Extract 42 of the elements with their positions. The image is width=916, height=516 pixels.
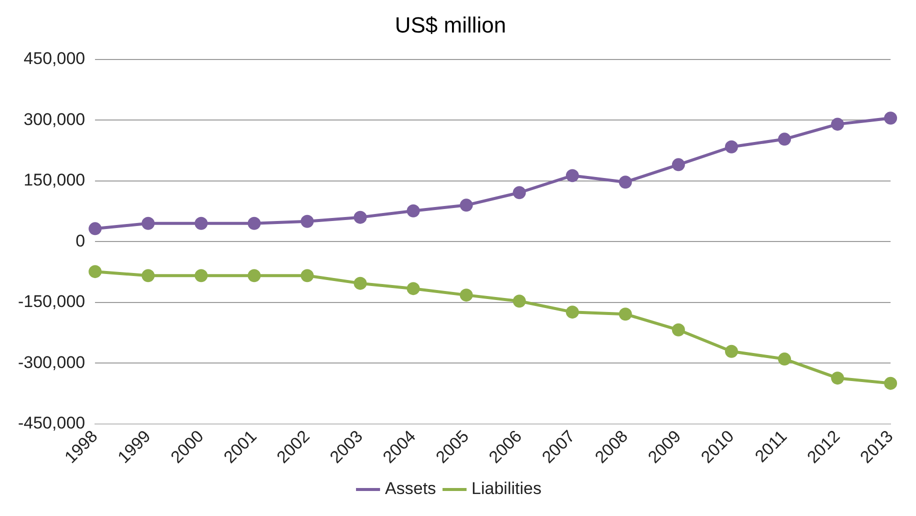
- point: [460, 288, 473, 302]
- point: [778, 132, 792, 146]
- chart-title: US$ million: [394, 12, 506, 38]
- point: [354, 210, 367, 224]
- point: [88, 222, 102, 236]
- point: [618, 308, 632, 321]
- point: [724, 344, 738, 358]
- y-tick-label: 300,000: [24, 110, 86, 129]
- y-tick-label: 0: [76, 231, 86, 250]
- legend-label: Liabilities: [472, 479, 542, 498]
- point: [194, 216, 208, 230]
- y-tick-label: 150,000: [24, 170, 86, 190]
- point: [831, 372, 844, 385]
- point: [512, 294, 526, 308]
- point: [88, 265, 102, 278]
- point: [248, 269, 261, 282]
- point: [354, 276, 367, 290]
- y-tick-label: 450,000: [24, 49, 86, 68]
- point: [194, 269, 208, 282]
- point: [300, 214, 314, 228]
- point: [460, 198, 473, 212]
- point: [778, 352, 792, 366]
- point: [724, 140, 738, 154]
- point: [406, 204, 420, 218]
- y-tick-label: -150,000: [18, 292, 86, 312]
- point: [566, 169, 579, 182]
- point: [884, 376, 898, 390]
- point: [831, 118, 844, 131]
- y-tick-label: -450,000: [18, 414, 86, 433]
- point: [672, 158, 685, 172]
- point: [142, 216, 155, 230]
- point: [566, 306, 579, 319]
- y-tick-label: -300,000: [18, 352, 86, 372]
- point: [672, 323, 685, 336]
- point: [300, 269, 314, 282]
- point: [142, 269, 155, 282]
- point: [248, 216, 261, 230]
- legend-label: Assets: [385, 479, 436, 498]
- point: [618, 176, 632, 189]
- point: [406, 282, 420, 296]
- point: [512, 186, 526, 200]
- point: [884, 112, 898, 125]
